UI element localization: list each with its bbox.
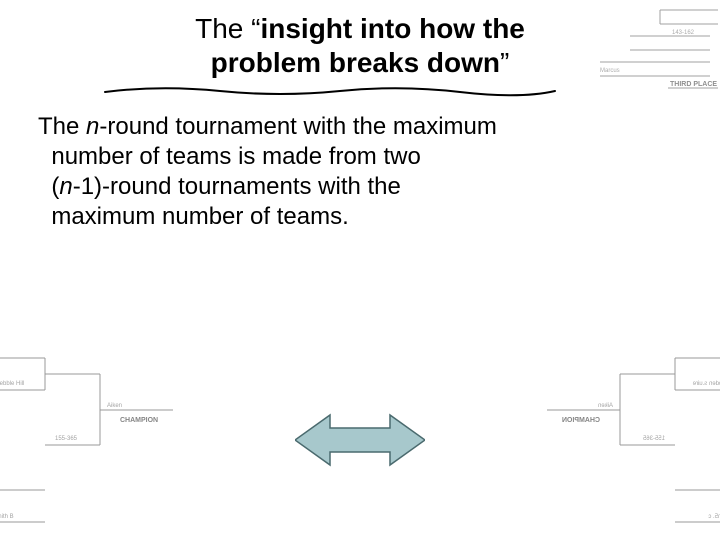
bracket-name-smith: D. Smith B: [0, 514, 14, 520]
bracket-name-aiken: Aiken: [107, 403, 122, 409]
body-l1-em: n: [86, 113, 99, 140]
bracket-right-icon: H ebbden s.uire 155-365 Aiken CHAMPION B…: [545, 340, 720, 550]
bracket-score-3: 143-162: [672, 30, 695, 36]
bracket-left-icon: lius Pebble Hill 155-365 Aiken CHAMPION …: [0, 340, 175, 550]
body-l1a: The: [38, 113, 86, 140]
body-paragraph: The n-round tournament with the maximum …: [38, 112, 638, 232]
slide-title: The “insight into how the problem breaks…: [100, 12, 620, 79]
title-prefix: The “: [195, 13, 260, 44]
bracket-champion-left: CHAMPION: [120, 417, 158, 424]
title-bold-1: insight into how the: [260, 13, 524, 44]
body-l3b: -1)-round tournaments with the: [73, 173, 401, 200]
bracket-name-marcus: Marcus: [600, 68, 620, 74]
bracket-third-place: THIRD PLACE: [670, 81, 717, 88]
bracket-name-hidden: H ebbden s.uire: [692, 381, 720, 387]
bracket-champion-right: CHAMPION: [562, 417, 600, 424]
title-suffix: ”: [500, 47, 509, 78]
body-l4: maximum number of teams.: [51, 203, 348, 230]
bracket-name-brtlm: B irtlm5. c: [708, 514, 720, 520]
bracket-name-pebble: lius Pebble Hill: [0, 381, 24, 387]
bracket-score-1: 155-365: [55, 436, 78, 442]
title-underline: [100, 82, 560, 102]
double-arrow-icon: [295, 410, 425, 470]
body-l1b: -round tournament with the maximum: [99, 113, 497, 140]
body-l3-em: n: [59, 173, 72, 200]
bracket-score-2: 155-365: [642, 436, 665, 442]
bracket-topright-icon: 143-162 Marcus THIRD PLACE: [580, 0, 720, 95]
title-bold-2: problem breaks down: [211, 47, 500, 78]
bracket-name-aiken-r: Aiken: [598, 403, 613, 409]
body-l2: number of teams is made from two: [51, 143, 420, 170]
